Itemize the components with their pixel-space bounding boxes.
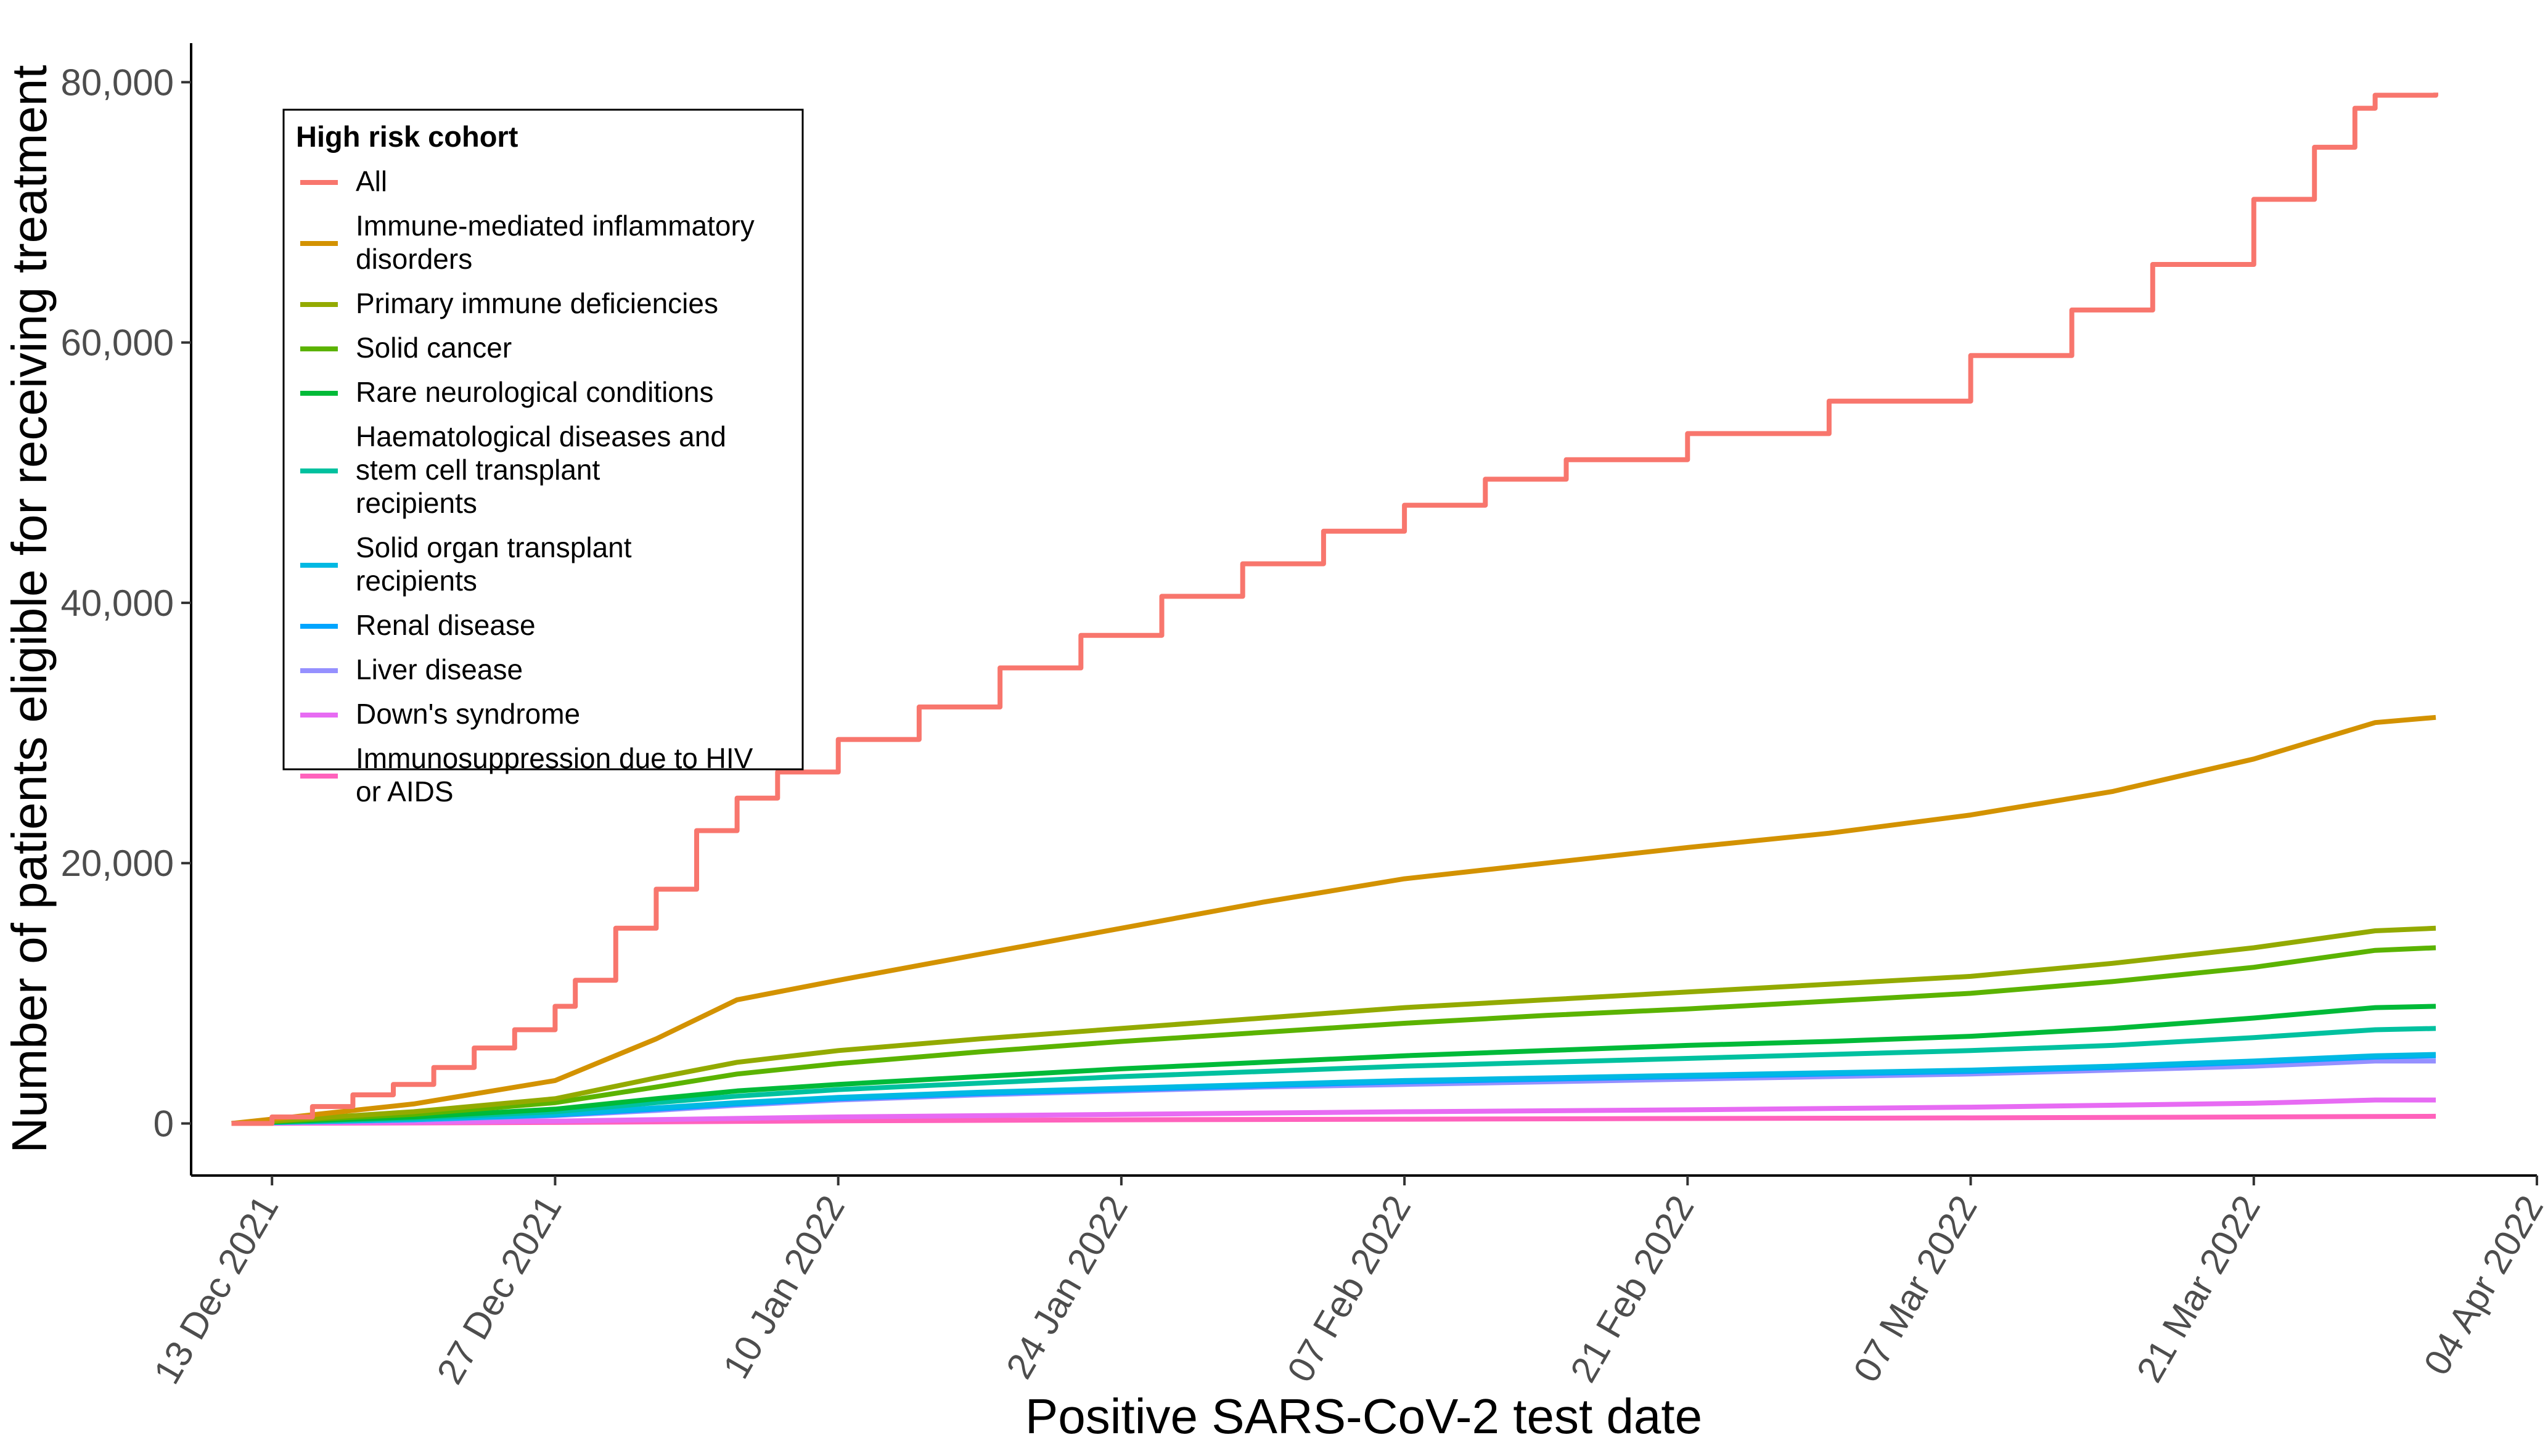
series-layer xyxy=(231,92,2438,1126)
series-line-all xyxy=(231,92,2438,1126)
legend-label: or AIDS xyxy=(356,775,454,808)
x-tick-label: 10 Jan 2022 xyxy=(715,1188,853,1386)
legend-label: Solid cancer xyxy=(356,332,512,364)
series-line-haematological-diseases-and-stem-cell-transplant-recipients xyxy=(231,1026,2436,1126)
y-tick-label: 0 xyxy=(154,1103,174,1145)
y-tick-label: 60,000 xyxy=(60,322,174,364)
x-tick-label: 13 Dec 2021 xyxy=(145,1188,286,1391)
legend-items: All Immune-mediated inflammatorydisorders… xyxy=(300,165,755,808)
y-axis-title: Number of patients eligible for receivin… xyxy=(2,65,57,1153)
y-tick-label: 80,000 xyxy=(60,62,174,103)
series-line-rare-neurological-conditions xyxy=(231,1004,2436,1126)
legend-label: Solid organ transplant xyxy=(356,531,632,563)
x-tick-label: 24 Jan 2022 xyxy=(998,1188,1136,1386)
x-tick-label: 21 Feb 2022 xyxy=(1562,1188,1702,1389)
series-line-solid-organ-transplant-recipients xyxy=(231,1052,2436,1126)
x-tick-label: 07 Mar 2022 xyxy=(1845,1188,1985,1389)
x-tick-label: 04 Apr 2022 xyxy=(2415,1188,2548,1382)
legend-label: disorders xyxy=(356,243,472,275)
x-axis-title: Positive SARS-CoV-2 test date xyxy=(1025,1389,1702,1444)
legend-label: stem cell transplant xyxy=(356,454,600,486)
legend-label: Primary immune deficiencies xyxy=(356,287,718,319)
y-axis-ticks: 0 20,000 40,000 60,000 80,000 xyxy=(60,62,191,1145)
legend-label: All xyxy=(356,165,387,197)
legend-title: High risk cohort xyxy=(296,120,518,153)
legend-label: Immune-mediated inflammatory xyxy=(356,210,755,242)
legend-label: Haematological diseases and xyxy=(356,420,726,452)
y-tick-label: 40,000 xyxy=(60,583,174,624)
legend-label: recipients xyxy=(356,565,477,597)
y-tick-label: 20,000 xyxy=(60,843,174,884)
legend-label: Renal disease xyxy=(356,609,536,641)
legend-label: Down's syndrome xyxy=(356,698,580,730)
legend-label: Immunosuppression due to HIV xyxy=(356,742,753,774)
legend-label: Liver disease xyxy=(356,653,523,685)
series-line-down-s-syndrome xyxy=(231,1097,2436,1126)
series-line-primary-immune-deficiencies xyxy=(231,925,2436,1126)
x-tick-label: 07 Feb 2022 xyxy=(1279,1188,1419,1389)
legend-label: Rare neurological conditions xyxy=(356,376,713,408)
series-line-immune-mediated-inflammatory-disorders xyxy=(231,714,2436,1126)
x-tick-label: 27 Dec 2021 xyxy=(429,1188,570,1391)
x-tick-label: 21 Mar 2022 xyxy=(2129,1188,2268,1389)
x-axis-ticks: 13 Dec 2021 27 Dec 2021 10 Jan 2022 24 Jan … xyxy=(145,1176,2548,1391)
legend-label: recipients xyxy=(356,487,477,519)
series-line-solid-cancer xyxy=(231,945,2436,1126)
legend-box xyxy=(282,108,804,771)
legend: High risk cohort All Immune-mediated infl… xyxy=(282,108,804,808)
